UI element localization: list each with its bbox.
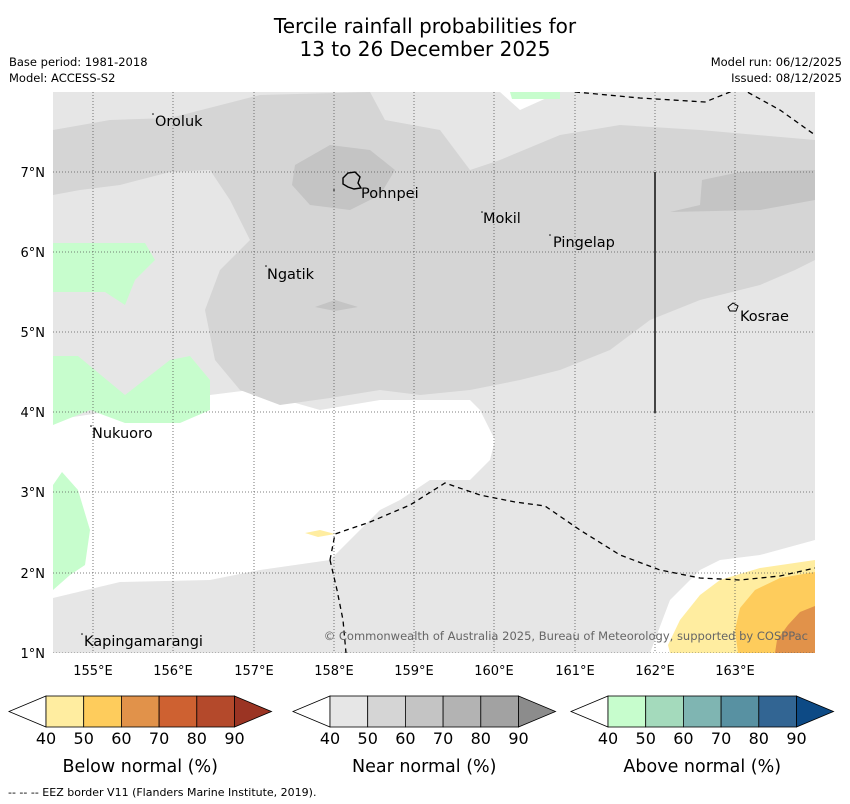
legend-swatch-over (518, 695, 557, 728)
legend-swatch (720, 695, 760, 728)
legend-swatch (645, 695, 684, 728)
legend-tick: 70 (149, 729, 169, 748)
legend-swatch-over (796, 695, 835, 728)
legend-swatch (683, 695, 722, 728)
legend-tick: 50 (636, 729, 656, 748)
lat-label-4: 3°N (21, 486, 46, 501)
legend-tick: 60 (673, 729, 693, 748)
base-period: Base period: 1981-2018 (9, 55, 148, 69)
legend-tick: 40 (598, 729, 618, 748)
legend-swatch (158, 695, 198, 728)
below-normal-60-70-region (775, 606, 815, 653)
copyright-notice: © Commonwealth of Australia 2025, Bureau… (324, 629, 808, 643)
legend-swatch-under (291, 695, 331, 728)
issued-date: Issued: 08/12/2025 (731, 71, 842, 85)
legend-tick: 90 (786, 729, 806, 748)
place-nukuoro: Nukuoro (92, 426, 153, 442)
legend-tick: 80 (749, 729, 769, 748)
legend-title: Below normal (%) (63, 757, 218, 777)
above-normal-patch-1 (53, 243, 155, 305)
lon-label-3: 158°E (314, 664, 354, 679)
above-normal-patch-top (510, 92, 560, 99)
lon-label-0: 155°E (73, 664, 113, 679)
place-kosrae: Kosrae (740, 309, 789, 325)
near-normal-50-60-region (53, 92, 815, 405)
legend-swatch (758, 695, 797, 728)
legend-swatch (329, 695, 369, 728)
lon-label-5: 160°E (474, 664, 514, 679)
model-run: Model run: 06/12/2025 (710, 55, 842, 69)
legend-swatch (45, 695, 85, 728)
legend-above-normal: 40 50 60 70 80 90 Above normal (%) (569, 695, 835, 777)
near-normal-60-70-small (315, 300, 358, 311)
legend-tick: 40 (36, 729, 56, 748)
legend-swatch (83, 695, 122, 728)
place-pohnpei: Pohnpei (361, 186, 419, 202)
near-normal-60-70-east (670, 170, 815, 212)
above-normal-patch-2 (53, 356, 210, 425)
legend-title: Near normal (%) (352, 757, 497, 777)
lon-label-8: 163°E (715, 664, 755, 679)
legend-tick: 80 (187, 729, 207, 748)
lon-label-1: 156°E (153, 664, 193, 679)
legend-tick: 50 (358, 729, 378, 748)
pohnpei-island-outline (342, 171, 363, 190)
eez-border (329, 92, 815, 653)
legend-tick: 60 (111, 729, 131, 748)
eez-footnote: -- -- -- EEZ border V11 (Flanders Marine… (8, 786, 317, 799)
legend-tick: 60 (395, 729, 415, 748)
lat-label-2: 5°N (21, 326, 46, 341)
map-title-line1: Tercile rainfall probabilities for (273, 14, 577, 38)
legend-tick: 90 (224, 729, 244, 748)
legend-swatch (196, 695, 235, 728)
lat-label-0: 7°N (21, 166, 46, 181)
lon-label-4: 159°E (394, 664, 434, 679)
place-pingelap: Pingelap (553, 235, 615, 251)
legend-swatch (121, 695, 160, 728)
lon-label-6: 161°E (555, 664, 595, 679)
legend-swatch-under (569, 695, 609, 728)
legend-near-normal: 40 50 60 70 80 90 Near normal (%) (291, 695, 557, 777)
place-ngatik: Ngatik (267, 267, 315, 283)
map-panel (53, 92, 815, 653)
legend-below-normal: 40 50 60 70 80 90 Below normal (%) (7, 695, 273, 777)
legend-title: Above normal (%) (623, 757, 781, 777)
lat-label-6: 1°N (21, 647, 46, 662)
place-mokil: Mokil (483, 211, 521, 227)
legend-swatch (442, 695, 482, 728)
legend-tick: 90 (508, 729, 528, 748)
legend-tick: 50 (74, 729, 94, 748)
legend-swatch (480, 695, 519, 728)
place-kapingamarangi: Kapingamarangi (84, 634, 203, 650)
model-name: Model: ACCESS-S2 (9, 71, 116, 85)
above-normal-patch-3 (53, 472, 90, 590)
kosrae-island-outline (727, 302, 739, 312)
below-normal-40-50-small (305, 530, 335, 537)
lat-label-1: 6°N (21, 246, 46, 261)
legend-tick: 70 (433, 729, 453, 748)
lon-label-7: 162°E (635, 664, 675, 679)
legend-tick: 40 (320, 729, 340, 748)
lat-label-3: 4°N (21, 406, 46, 421)
legend-tick: 70 (711, 729, 731, 748)
legend-swatch (404, 695, 444, 728)
legend-tick: 80 (471, 729, 491, 748)
legend-swatch (607, 695, 647, 728)
map-title-line2: 13 to 26 December 2025 (299, 37, 551, 61)
legend-swatch (367, 695, 406, 728)
legend-swatch-under (7, 695, 47, 728)
place-oroluk: Oroluk (155, 114, 203, 130)
lat-label-5: 2°N (21, 567, 46, 582)
legend-swatch-over (234, 695, 273, 728)
lon-label-2: 157°E (234, 664, 274, 679)
